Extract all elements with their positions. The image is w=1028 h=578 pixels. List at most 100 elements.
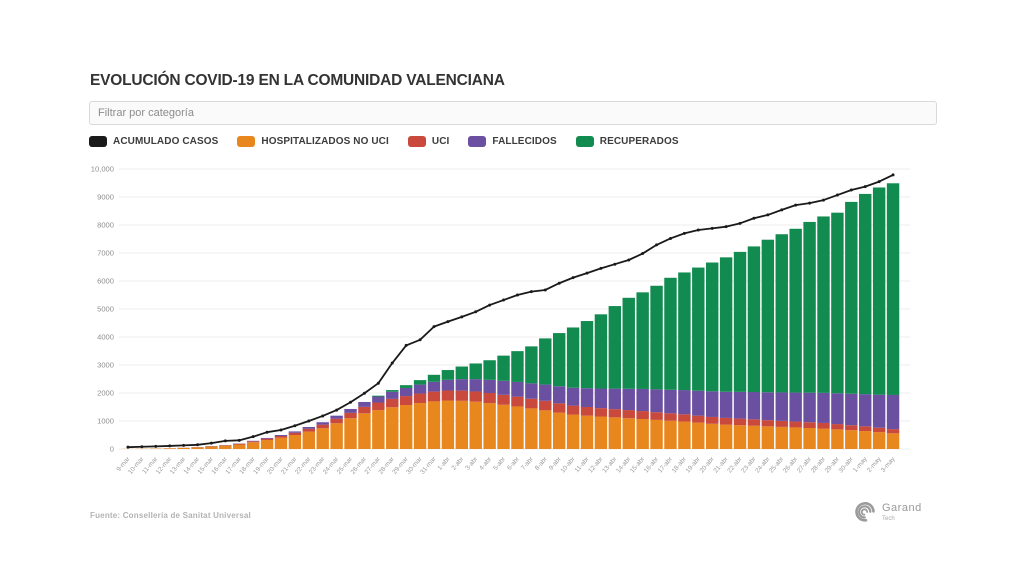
legend-swatch-icon (468, 136, 487, 147)
bar-segment (427, 401, 441, 449)
bar-segment (552, 403, 566, 413)
bar-segment (302, 427, 315, 429)
bar-segment (733, 425, 747, 449)
bar-segment (761, 426, 775, 449)
bar-segment (678, 390, 691, 415)
line-marker (585, 271, 589, 275)
bar-segment (427, 391, 441, 402)
bar-segment (191, 447, 204, 449)
bar-segment (539, 338, 552, 385)
legend-item-recuperados[interactable]: RECUPERADOS (575, 136, 679, 147)
bar-segment (455, 400, 469, 449)
bar-segment (817, 216, 830, 393)
bar-segment (761, 420, 775, 427)
logo-text: Garand Tech (882, 502, 922, 522)
line-marker (738, 221, 742, 225)
line-marker (349, 400, 353, 404)
bar-segment (886, 183, 900, 395)
bar-segment (775, 426, 788, 449)
bar-segment (233, 443, 246, 445)
line-marker (710, 226, 714, 230)
bar-segment (511, 396, 524, 407)
bar-segment (302, 431, 315, 449)
bar-segment (803, 221, 816, 393)
bar-segment (664, 277, 677, 390)
bar-segment (372, 410, 385, 449)
bar-segment (831, 212, 844, 394)
bar-segment (859, 193, 872, 395)
line-marker (627, 258, 631, 262)
filter-input[interactable] (89, 101, 937, 125)
bar-segment (163, 448, 176, 449)
line-marker (154, 444, 158, 448)
y-axis-tick-label: 9000 (97, 193, 114, 202)
bar-segment (608, 388, 622, 410)
line-marker (488, 303, 492, 307)
line-marker (724, 225, 728, 229)
bar-segment (288, 435, 302, 449)
x-axis-tick-label: 1-abr (436, 455, 452, 472)
bar-segment (761, 239, 775, 393)
x-axis-tick-label: 2-abr (450, 455, 466, 472)
bar-segment (483, 393, 496, 404)
bar-segment (872, 394, 886, 428)
bar-segment (817, 422, 830, 429)
bar-segment (399, 396, 413, 406)
legend-item-acumulado-casos[interactable]: ACUMULADO CASOS (89, 136, 218, 147)
bar-segment (747, 425, 761, 449)
legend-item-hospitalizados-no-uci[interactable]: HOSPITALIZADOS NO UCI (237, 136, 389, 147)
bar-segment (692, 267, 705, 391)
bar-segment (775, 234, 788, 393)
line-marker (808, 201, 812, 205)
bar-segment (441, 400, 455, 449)
bar-segment (845, 201, 858, 394)
bar-segment (678, 414, 691, 422)
bar-segment (845, 393, 858, 426)
source-note: Fuente: Consellería de Sanitat Universal (90, 511, 251, 520)
y-axis-tick-label: 2000 (97, 389, 114, 398)
bar-segment (664, 389, 677, 414)
y-axis-tick-label: 1000 (97, 417, 114, 426)
bar-segment (330, 423, 343, 449)
y-axis-tick-label: 7000 (97, 249, 114, 258)
bar-segment (719, 424, 733, 449)
line-marker (140, 445, 144, 449)
x-axis-tick-label: 3-may (880, 455, 897, 474)
line-marker (251, 435, 255, 439)
legend-item-fallecidos[interactable]: FALLECIDOS (468, 136, 557, 147)
line-marker (196, 443, 200, 447)
line-marker (543, 288, 547, 292)
bar-segment (455, 390, 469, 401)
bar-segment (539, 410, 552, 449)
bar-segment (859, 426, 872, 432)
bar-segment (246, 442, 260, 449)
bar-segment (803, 428, 816, 449)
bar-segment (219, 445, 232, 449)
x-axis-tick-label: 31-mar (419, 455, 438, 476)
bar-segment (636, 292, 649, 389)
bar-segment (886, 429, 900, 434)
accumulated-cases-line (127, 174, 894, 449)
bar-segment (525, 398, 538, 409)
bar-segment (330, 415, 343, 419)
bar-segment (761, 392, 775, 421)
bar-segment (441, 370, 455, 380)
bar-segment (525, 408, 538, 449)
legend-item-uci[interactable]: UCI (407, 136, 450, 147)
x-axis-tick-label: 30-abr (838, 455, 856, 474)
bar-segment (413, 380, 427, 385)
bar-segment (427, 374, 441, 382)
line-marker (390, 361, 394, 365)
bar-segment (608, 409, 622, 418)
y-axis-tick-label: 6000 (97, 277, 114, 286)
legend-swatch-icon (407, 136, 426, 147)
line-marker (432, 325, 436, 329)
y-axis-tick-label: 10,000 (91, 165, 114, 174)
line-marker (780, 208, 784, 212)
x-axis-tick-label: 5-abr (492, 455, 508, 472)
bar-segment (678, 272, 691, 391)
bar-segment (386, 391, 399, 399)
bar-segment (650, 389, 663, 413)
swirl-icon (855, 502, 875, 522)
bar-segment (246, 440, 260, 442)
